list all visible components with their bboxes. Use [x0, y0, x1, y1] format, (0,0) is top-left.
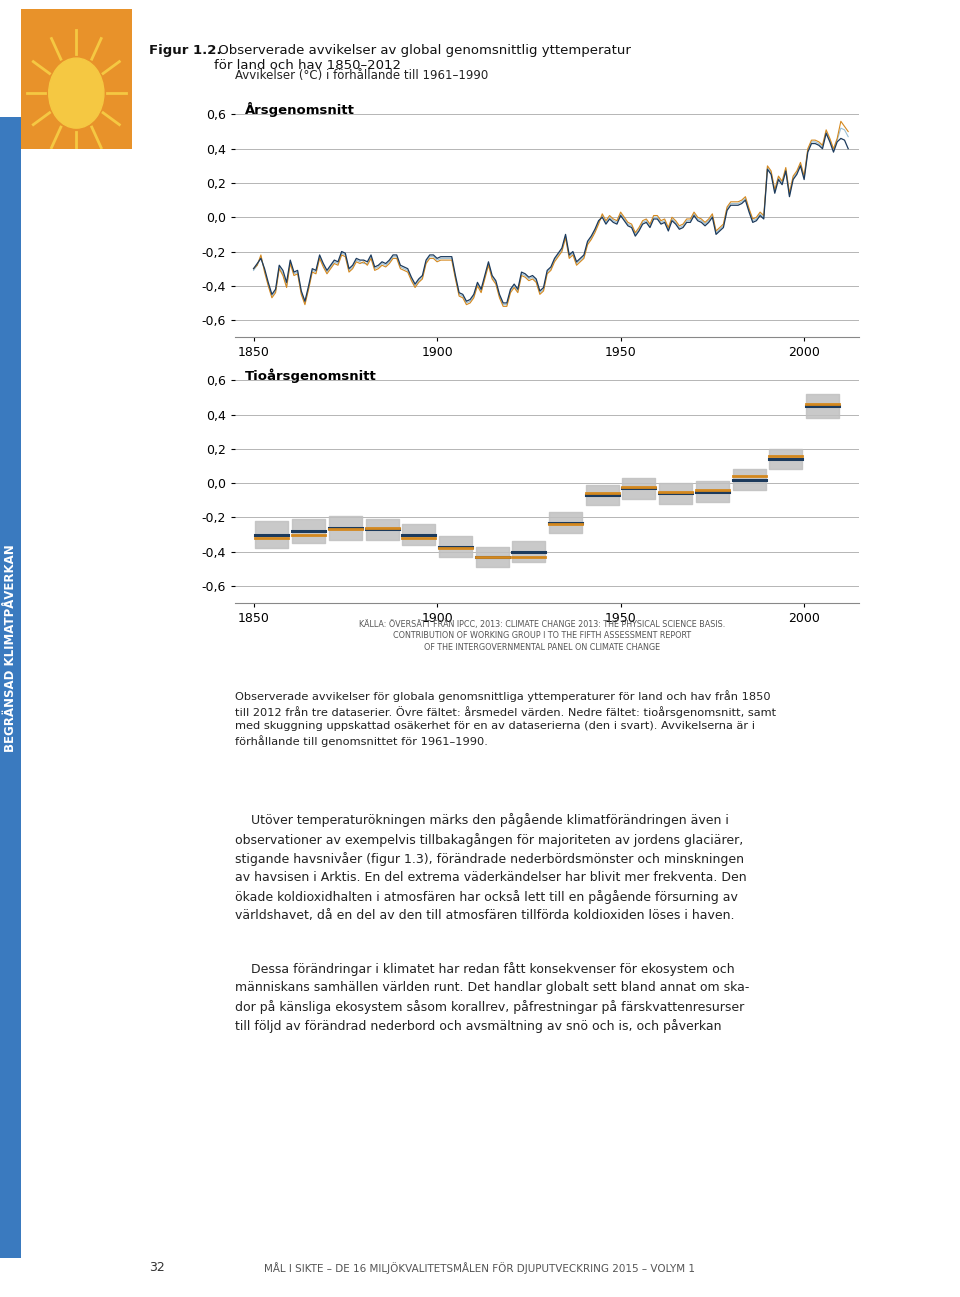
- Text: Avvikelser (°C) i förhållande till 1961–1990: Avvikelser (°C) i förhållande till 1961–…: [235, 69, 489, 82]
- Text: Utöver temperaturökningen märks den pågående klimatförändringen även i
observati: Utöver temperaturökningen märks den pågå…: [235, 813, 747, 922]
- Text: Observerade avvikelser av global genomsnittlig yttemperatur
för land och hav 185: Observerade avvikelser av global genomsn…: [214, 44, 631, 73]
- Text: KÄLLA: ÖVERSÄTT FRÅN IPCC, 2013: CLIMATE CHANGE 2013: THE PHYSICAL SCIENCE BASIS: KÄLLA: ÖVERSÄTT FRÅN IPCC, 2013: CLIMATE…: [359, 619, 726, 652]
- Text: Observerade avvikelser för globala genomsnittliga yttemperaturer för land och ha: Observerade avvikelser för globala genom…: [235, 690, 777, 747]
- Text: 32: 32: [149, 1261, 164, 1274]
- Text: MÅL I SIKTE – DE 16 MILJÖKVALITETSMÅLEN FÖR DJUPUTVECKRING 2015 – VOLYM 1: MÅL I SIKTE – DE 16 MILJÖKVALITETSMÅLEN …: [265, 1262, 695, 1274]
- Text: Årsgenomsnitt: Årsgenomsnitt: [245, 102, 354, 117]
- Text: Tioårsgenomsnitt: Tioårsgenomsnitt: [245, 368, 376, 383]
- Text: Figur 1.2.: Figur 1.2.: [149, 44, 222, 57]
- Text: BEGRÄNSAD KLIMATPÅVERKAN: BEGRÄNSAD KLIMATPÅVERKAN: [4, 545, 17, 752]
- Text: Dessa förändringar i klimatet har redan fått konsekvenser för ekosystem och
männ: Dessa förändringar i klimatet har redan …: [235, 962, 750, 1034]
- Circle shape: [49, 58, 104, 128]
